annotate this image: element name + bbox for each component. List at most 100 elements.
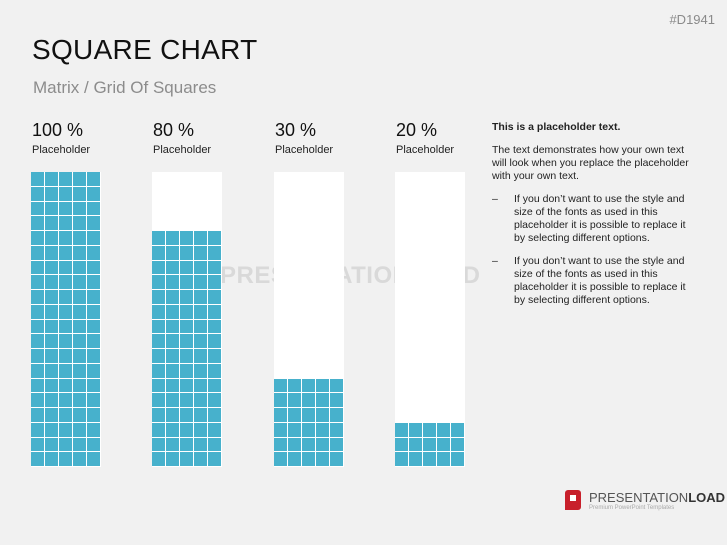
filled-square <box>194 304 207 319</box>
filled-square <box>87 334 100 348</box>
bullet-item: – If you don’t want to use the style and … <box>492 255 697 307</box>
filled-square <box>274 408 287 422</box>
filled-square <box>180 290 193 304</box>
filled-square <box>45 334 58 348</box>
filled-square <box>423 437 436 452</box>
filled-square <box>59 422 72 437</box>
filled-square <box>437 422 450 437</box>
filled-square <box>45 260 58 275</box>
filled-square <box>59 393 72 407</box>
filled-square <box>73 275 86 289</box>
filled-square <box>180 260 193 275</box>
filled-square <box>59 378 72 393</box>
filled-square <box>73 290 86 304</box>
filled-square <box>73 408 86 422</box>
filled-square <box>316 378 329 393</box>
category-label: Placeholder <box>32 144 91 156</box>
filled-square <box>59 334 72 348</box>
logo-tagline: Premium PowerPoint Templates <box>589 505 675 511</box>
filled-square <box>208 378 221 393</box>
slide-subtitle: Matrix / Grid Of Squares <box>33 78 217 97</box>
filled-square <box>152 319 165 334</box>
filled-square <box>45 290 58 304</box>
filled-square <box>166 452 179 466</box>
filled-square <box>330 452 343 466</box>
filled-square <box>152 408 165 422</box>
filled-square <box>87 245 100 260</box>
filled-square <box>59 201 72 216</box>
column-header: 30 % Placeholder <box>275 120 355 156</box>
filled-square <box>451 422 464 437</box>
filled-square <box>45 378 58 393</box>
filled-square <box>208 452 221 466</box>
filled-square <box>180 452 193 466</box>
filled-square <box>31 408 44 422</box>
filled-square <box>59 304 72 319</box>
filled-square <box>45 201 58 216</box>
logo-icon <box>565 490 581 510</box>
filled-square <box>208 245 221 260</box>
filled-square <box>302 452 315 466</box>
filled-square <box>180 304 193 319</box>
filled-square <box>31 245 44 260</box>
filled-square <box>152 437 165 452</box>
filled-square <box>31 186 44 201</box>
filled-square <box>208 408 221 422</box>
filled-square <box>208 275 221 289</box>
filled-square <box>59 186 72 201</box>
filled-square <box>87 422 100 437</box>
filled-square <box>87 319 100 334</box>
filled-square <box>31 260 44 275</box>
filled-square <box>31 290 44 304</box>
filled-square <box>73 304 86 319</box>
filled-square <box>45 304 58 319</box>
filled-square <box>152 334 165 348</box>
filled-square <box>274 452 287 466</box>
filled-square <box>166 231 179 245</box>
filled-square <box>73 422 86 437</box>
column-header: 20 % Placeholder <box>396 120 476 156</box>
filled-square <box>274 422 287 437</box>
filled-square <box>194 422 207 437</box>
filled-square <box>288 378 301 393</box>
filled-square <box>87 201 100 216</box>
filled-square <box>194 245 207 260</box>
filled-square <box>152 393 165 407</box>
bullet-text: If you don’t want to use the style and s… <box>514 193 686 244</box>
filled-square <box>409 422 422 437</box>
filled-square <box>31 393 44 407</box>
filled-square <box>73 231 86 245</box>
filled-square <box>194 408 207 422</box>
filled-square <box>45 452 58 466</box>
filled-square <box>166 304 179 319</box>
filled-square <box>194 349 207 363</box>
filled-square <box>45 275 58 289</box>
filled-square <box>31 437 44 452</box>
filled-square <box>302 408 315 422</box>
filled-square <box>423 452 436 466</box>
filled-square <box>166 334 179 348</box>
filled-square <box>87 378 100 393</box>
logo-name: PRESENTATION <box>589 490 689 505</box>
filled-square <box>316 452 329 466</box>
filled-square <box>152 304 165 319</box>
filled-square <box>208 304 221 319</box>
filled-square <box>59 363 72 378</box>
filled-square <box>45 393 58 407</box>
filled-square <box>166 245 179 260</box>
filled-square <box>194 260 207 275</box>
filled-square <box>274 393 287 407</box>
filled-square <box>194 378 207 393</box>
filled-square <box>395 452 408 466</box>
filled-square <box>87 216 100 230</box>
filled-square <box>73 201 86 216</box>
filled-square <box>59 216 72 230</box>
filled-square <box>59 349 72 363</box>
filled-square <box>31 349 44 363</box>
bullet-dash: – <box>492 193 498 205</box>
value-label: 30 % <box>275 120 317 140</box>
filled-square <box>45 408 58 422</box>
filled-square <box>316 437 329 452</box>
filled-square <box>330 408 343 422</box>
filled-square <box>87 304 100 319</box>
